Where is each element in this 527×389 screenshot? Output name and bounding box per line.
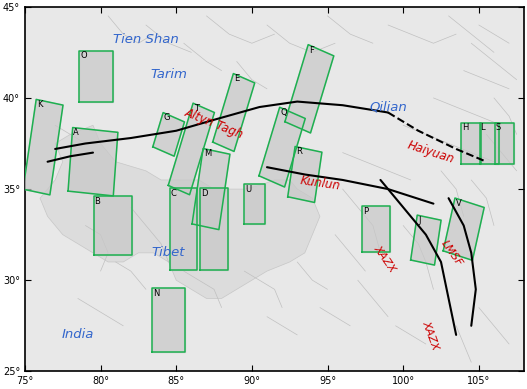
- Text: F: F: [309, 46, 314, 54]
- Text: P: P: [363, 207, 368, 216]
- Polygon shape: [288, 147, 322, 202]
- Polygon shape: [200, 188, 228, 270]
- Text: N: N: [153, 289, 159, 298]
- Text: Kunlun: Kunlun: [299, 174, 341, 193]
- Text: M: M: [204, 149, 211, 158]
- Text: Tien Shan: Tien Shan: [113, 33, 179, 46]
- Text: G: G: [164, 114, 170, 123]
- Text: R: R: [296, 147, 302, 156]
- Text: Qilian: Qilian: [369, 100, 407, 114]
- Text: Altyn Tagh: Altyn Tagh: [183, 106, 246, 141]
- Polygon shape: [462, 123, 481, 165]
- Polygon shape: [480, 123, 499, 165]
- Polygon shape: [245, 184, 266, 224]
- Text: V: V: [456, 199, 462, 208]
- Text: H: H: [462, 123, 469, 132]
- Text: XAZX: XAZX: [421, 319, 441, 351]
- Text: Q: Q: [280, 108, 287, 117]
- Polygon shape: [192, 149, 230, 230]
- Text: J: J: [418, 216, 421, 225]
- Text: B: B: [94, 197, 100, 206]
- Text: S: S: [495, 123, 501, 132]
- Text: India: India: [62, 328, 94, 342]
- Polygon shape: [40, 125, 320, 298]
- Polygon shape: [153, 112, 184, 156]
- Text: T: T: [194, 104, 199, 113]
- Text: E: E: [234, 74, 239, 84]
- Polygon shape: [259, 107, 305, 187]
- Polygon shape: [443, 198, 484, 260]
- Polygon shape: [80, 51, 113, 102]
- Polygon shape: [495, 123, 514, 165]
- Text: Tibet: Tibet: [152, 246, 186, 259]
- Text: L: L: [480, 123, 485, 132]
- Text: D: D: [201, 189, 208, 198]
- Text: O: O: [80, 51, 87, 60]
- Text: U: U: [245, 184, 251, 193]
- Polygon shape: [152, 288, 186, 352]
- Text: Tarim: Tarim: [150, 68, 187, 81]
- Text: K: K: [37, 100, 43, 109]
- Polygon shape: [213, 74, 255, 151]
- Polygon shape: [94, 196, 132, 255]
- Text: LMSF: LMSF: [439, 238, 464, 268]
- Polygon shape: [363, 207, 389, 252]
- Polygon shape: [285, 45, 334, 133]
- Polygon shape: [411, 215, 441, 265]
- Text: C: C: [171, 189, 177, 198]
- Text: Haiyuan: Haiyuan: [405, 139, 455, 166]
- Polygon shape: [170, 188, 198, 270]
- Polygon shape: [23, 100, 63, 195]
- Polygon shape: [168, 103, 214, 195]
- Polygon shape: [68, 128, 118, 196]
- Text: A: A: [73, 128, 79, 137]
- Text: XAZX: XAZX: [372, 243, 398, 274]
